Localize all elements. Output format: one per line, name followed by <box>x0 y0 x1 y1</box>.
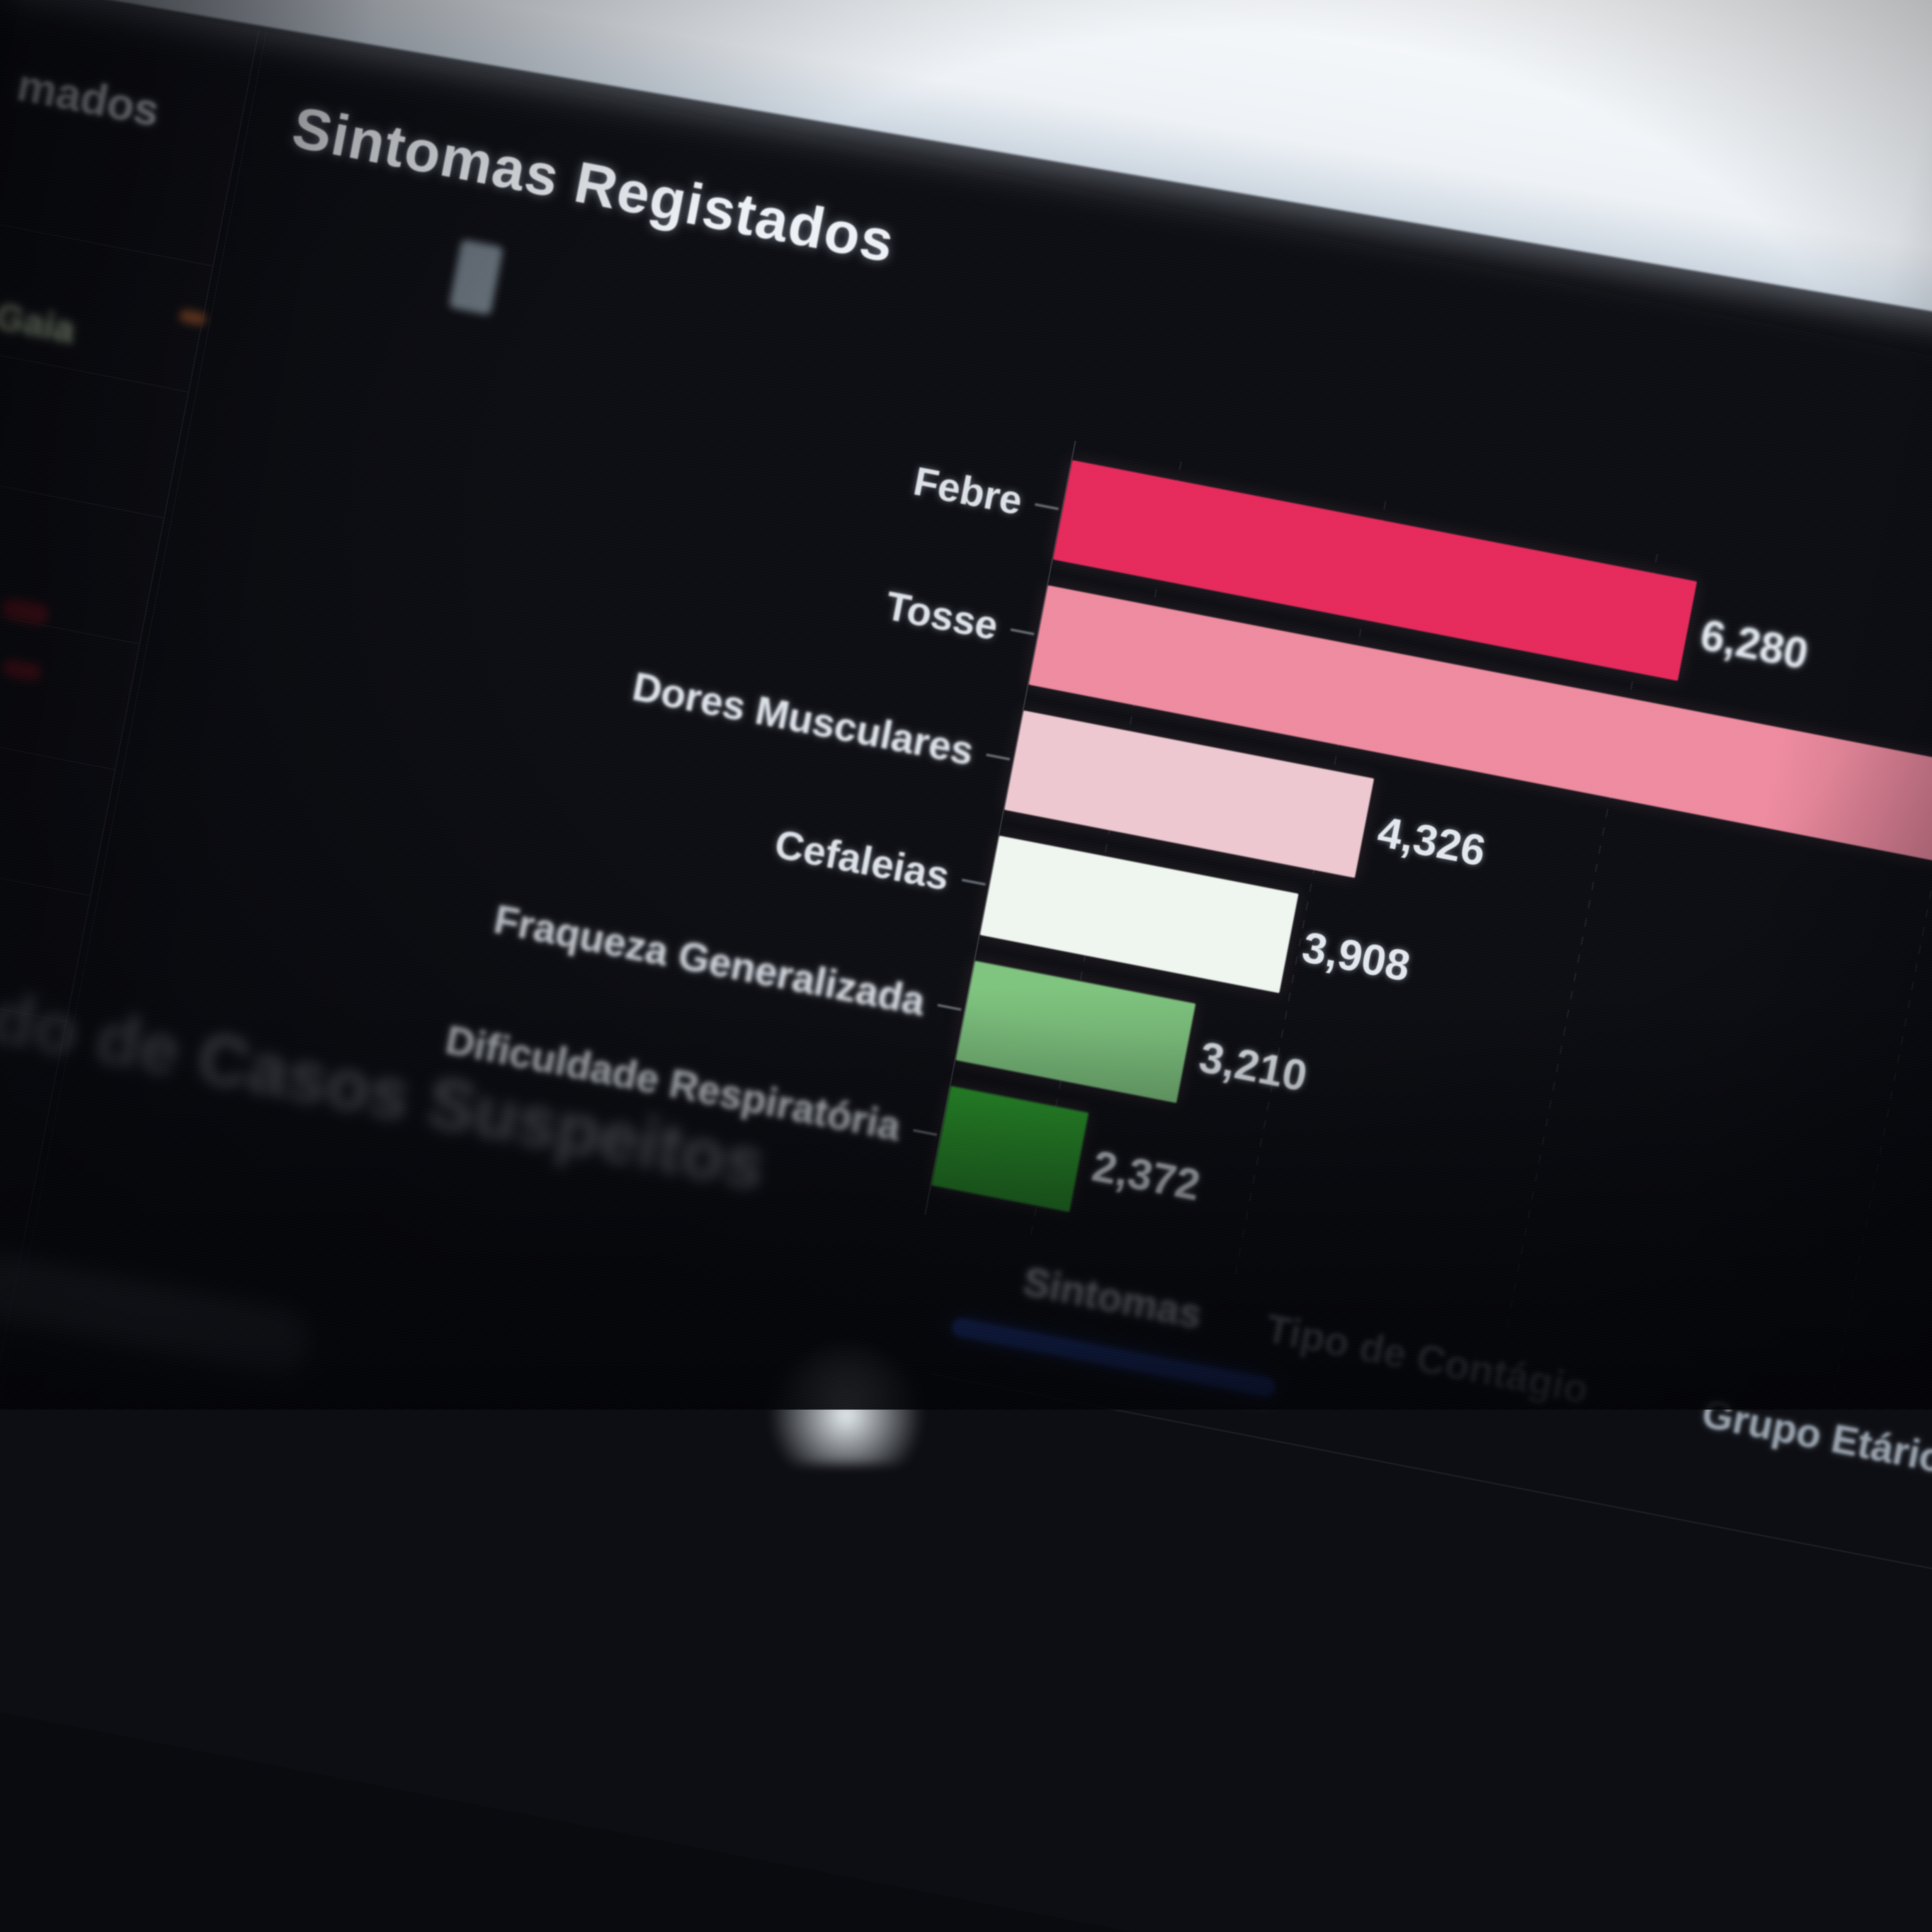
bar-value-label: 4,326 <box>1374 807 1490 876</box>
blurred-red-fragment <box>0 597 50 627</box>
axis-tick <box>961 879 986 886</box>
bar-fraqueza-generalizada[interactable] <box>956 961 1196 1103</box>
bar-value-label: 2,372 <box>1088 1141 1204 1210</box>
bar-value-label: 3,210 <box>1195 1032 1311 1100</box>
bar-category-label: Cefaleias <box>771 821 953 899</box>
axis-tick <box>1034 503 1059 510</box>
sidebar-row-divider <box>0 723 115 770</box>
axis-tick <box>1010 628 1034 636</box>
bar-cefaleias[interactable] <box>980 835 1299 993</box>
axis-tick <box>913 1129 937 1136</box>
sidebar-row-divider <box>0 849 90 896</box>
blurred-red-fragment <box>1 658 43 683</box>
bar-value-label: 6,280 <box>1696 610 1812 679</box>
bar-category-label: Febre <box>910 459 1026 524</box>
axis-tick <box>937 1004 961 1011</box>
sidebar-list-item[interactable]: o Gaia <box>0 289 78 351</box>
axis-tick <box>986 753 1010 760</box>
bar-category-label: Fraqueza Generalizada <box>490 896 929 1024</box>
blurred-orange-dot <box>178 308 207 327</box>
sidebar-row-divider <box>0 471 164 519</box>
bar-value-label: 3,908 <box>1298 922 1414 991</box>
bar-chart: Febre 6,280 Tosse 8,094 Dores Musculares… <box>31 32 1932 1663</box>
sidebar-partial-title: mados <box>13 60 163 136</box>
bokeh-highlight <box>765 1341 927 1464</box>
sidebar-row-divider <box>0 345 188 393</box>
bar-category-label: Tosse <box>882 583 1002 649</box>
sidebar-row-divider <box>0 219 213 267</box>
bar-category-label: Dores Musculares <box>629 664 978 774</box>
bar-dificuldade-respiratoria[interactable] <box>931 1086 1089 1213</box>
symptoms-chart-panel: Sintomas Registados Febre 6,280 Tosse 8,… <box>0 32 1932 1932</box>
